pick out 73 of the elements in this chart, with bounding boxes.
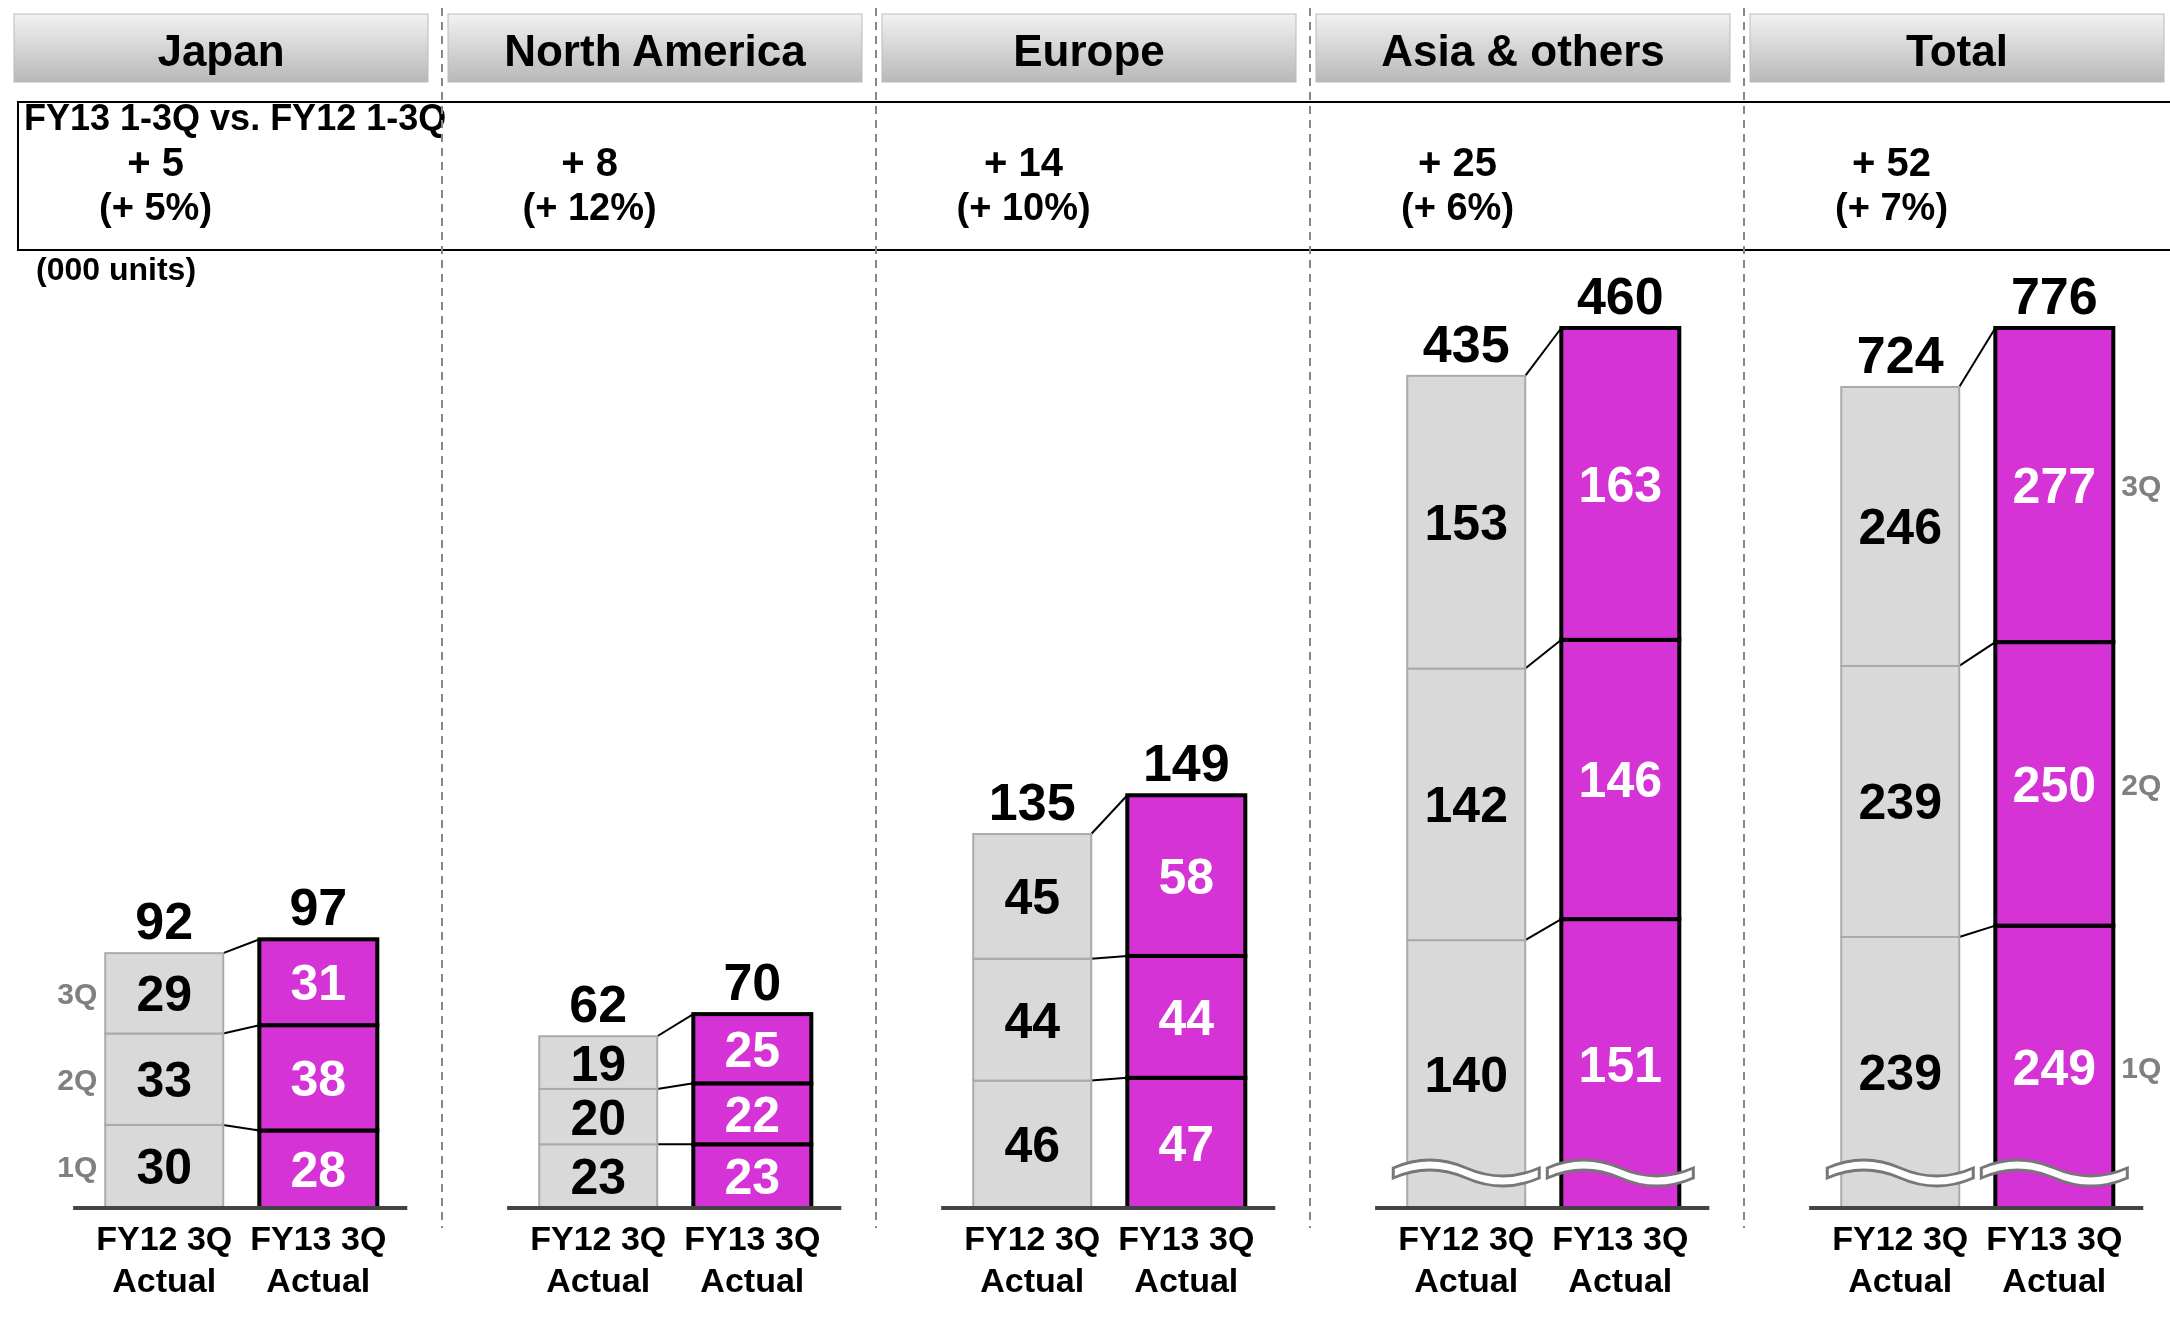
chart-title: Europe xyxy=(1013,25,1165,75)
x-tick-label: FY12 3Q Actual xyxy=(1832,1219,1969,1299)
text: FY13 1-3Q vs. FY12 1-3Q xyxy=(24,97,447,138)
total-label: 149 xyxy=(1142,734,1230,793)
data-label: 277 xyxy=(2012,458,2097,515)
data-label: 250 xyxy=(2012,756,2097,813)
x-tick-label: FY13 3Q Actual xyxy=(1552,1219,1689,1299)
data-label: 239 xyxy=(1858,774,1942,831)
data-label: 23 xyxy=(724,1149,781,1206)
series-label: 3Q xyxy=(57,977,98,1011)
series-label: 1Q xyxy=(2121,1050,2162,1084)
total-label: 62 xyxy=(569,975,628,1034)
chart-subtitle: + 52 xyxy=(1852,140,1932,184)
x-tick-label: FY13 3Q Actual xyxy=(1118,1219,1255,1299)
total-label: 70 xyxy=(723,953,782,1012)
x-tick-label: FY12 3Q Actual xyxy=(96,1219,233,1299)
data-label: 29 xyxy=(136,966,193,1023)
data-label: 140 xyxy=(1424,1047,1508,1104)
data-label: 47 xyxy=(1158,1115,1215,1172)
chart-subtitle: + 8 xyxy=(561,140,618,184)
text: (+ 7%) xyxy=(1835,186,1949,228)
data-label: 246 xyxy=(1858,499,1942,556)
total-label: 776 xyxy=(2010,267,2098,325)
total-label: 460 xyxy=(1576,267,1664,325)
chart-subtitle: + 5 xyxy=(127,140,184,184)
data-label: 30 xyxy=(136,1139,193,1196)
x-tick-label: FY12 3Q Actual xyxy=(964,1219,1101,1299)
data-label: 45 xyxy=(1004,869,1061,926)
series-label: 1Q xyxy=(57,1150,98,1184)
series-label: 2Q xyxy=(57,1062,98,1096)
chart-title: Japan xyxy=(157,25,285,75)
text: (000 units) xyxy=(36,251,197,287)
data-label: 22 xyxy=(724,1086,781,1143)
data-label: 249 xyxy=(2012,1039,2097,1096)
total-label: 97 xyxy=(289,878,348,937)
data-label: 44 xyxy=(1004,992,1061,1049)
text: (+ 12%) xyxy=(522,186,657,228)
text: (+ 10%) xyxy=(956,186,1091,228)
total-label: 135 xyxy=(988,773,1076,832)
data-label: 23 xyxy=(570,1149,627,1206)
chart-title: Asia & others xyxy=(1381,25,1665,75)
data-label: 44 xyxy=(1158,989,1215,1046)
data-label: 239 xyxy=(1858,1045,1942,1102)
data-label: 58 xyxy=(1158,848,1215,905)
chart-title: Total xyxy=(1906,25,2008,75)
chart-subtitle: + 14 xyxy=(984,140,1064,184)
total-label: 724 xyxy=(1856,325,1944,384)
data-label: 31 xyxy=(290,955,347,1012)
text: (+ 5%) xyxy=(99,186,213,228)
text: (+ 6%) xyxy=(1401,186,1515,228)
data-label: 25 xyxy=(724,1021,781,1078)
data-label: 142 xyxy=(1424,777,1508,834)
data-label: 46 xyxy=(1004,1117,1061,1174)
x-tick-label: FY13 3Q Actual xyxy=(684,1219,821,1299)
data-label: 19 xyxy=(570,1035,627,1092)
chart-subtitle: + 25 xyxy=(1418,140,1498,184)
data-label: 153 xyxy=(1424,495,1508,552)
series-label: 3Q xyxy=(2121,468,2162,502)
data-label: 20 xyxy=(570,1089,627,1146)
chart-title: North America xyxy=(504,25,807,75)
total-label: 435 xyxy=(1422,314,1510,373)
x-tick-label: FY12 3Q Actual xyxy=(530,1219,667,1299)
data-label: 151 xyxy=(1578,1036,1663,1093)
data-label: 33 xyxy=(136,1052,193,1109)
data-label: 38 xyxy=(290,1050,347,1107)
data-label: 146 xyxy=(1578,752,1663,809)
series-label: 2Q xyxy=(2121,767,2162,801)
data-label: 163 xyxy=(1578,456,1663,513)
x-tick-label: FY13 3Q Actual xyxy=(1986,1219,2123,1299)
data-label: 28 xyxy=(290,1142,347,1199)
x-tick-label: FY12 3Q Actual xyxy=(1398,1219,1535,1299)
total-label: 92 xyxy=(135,892,194,951)
x-tick-label: FY13 3Q Actual xyxy=(250,1219,387,1299)
